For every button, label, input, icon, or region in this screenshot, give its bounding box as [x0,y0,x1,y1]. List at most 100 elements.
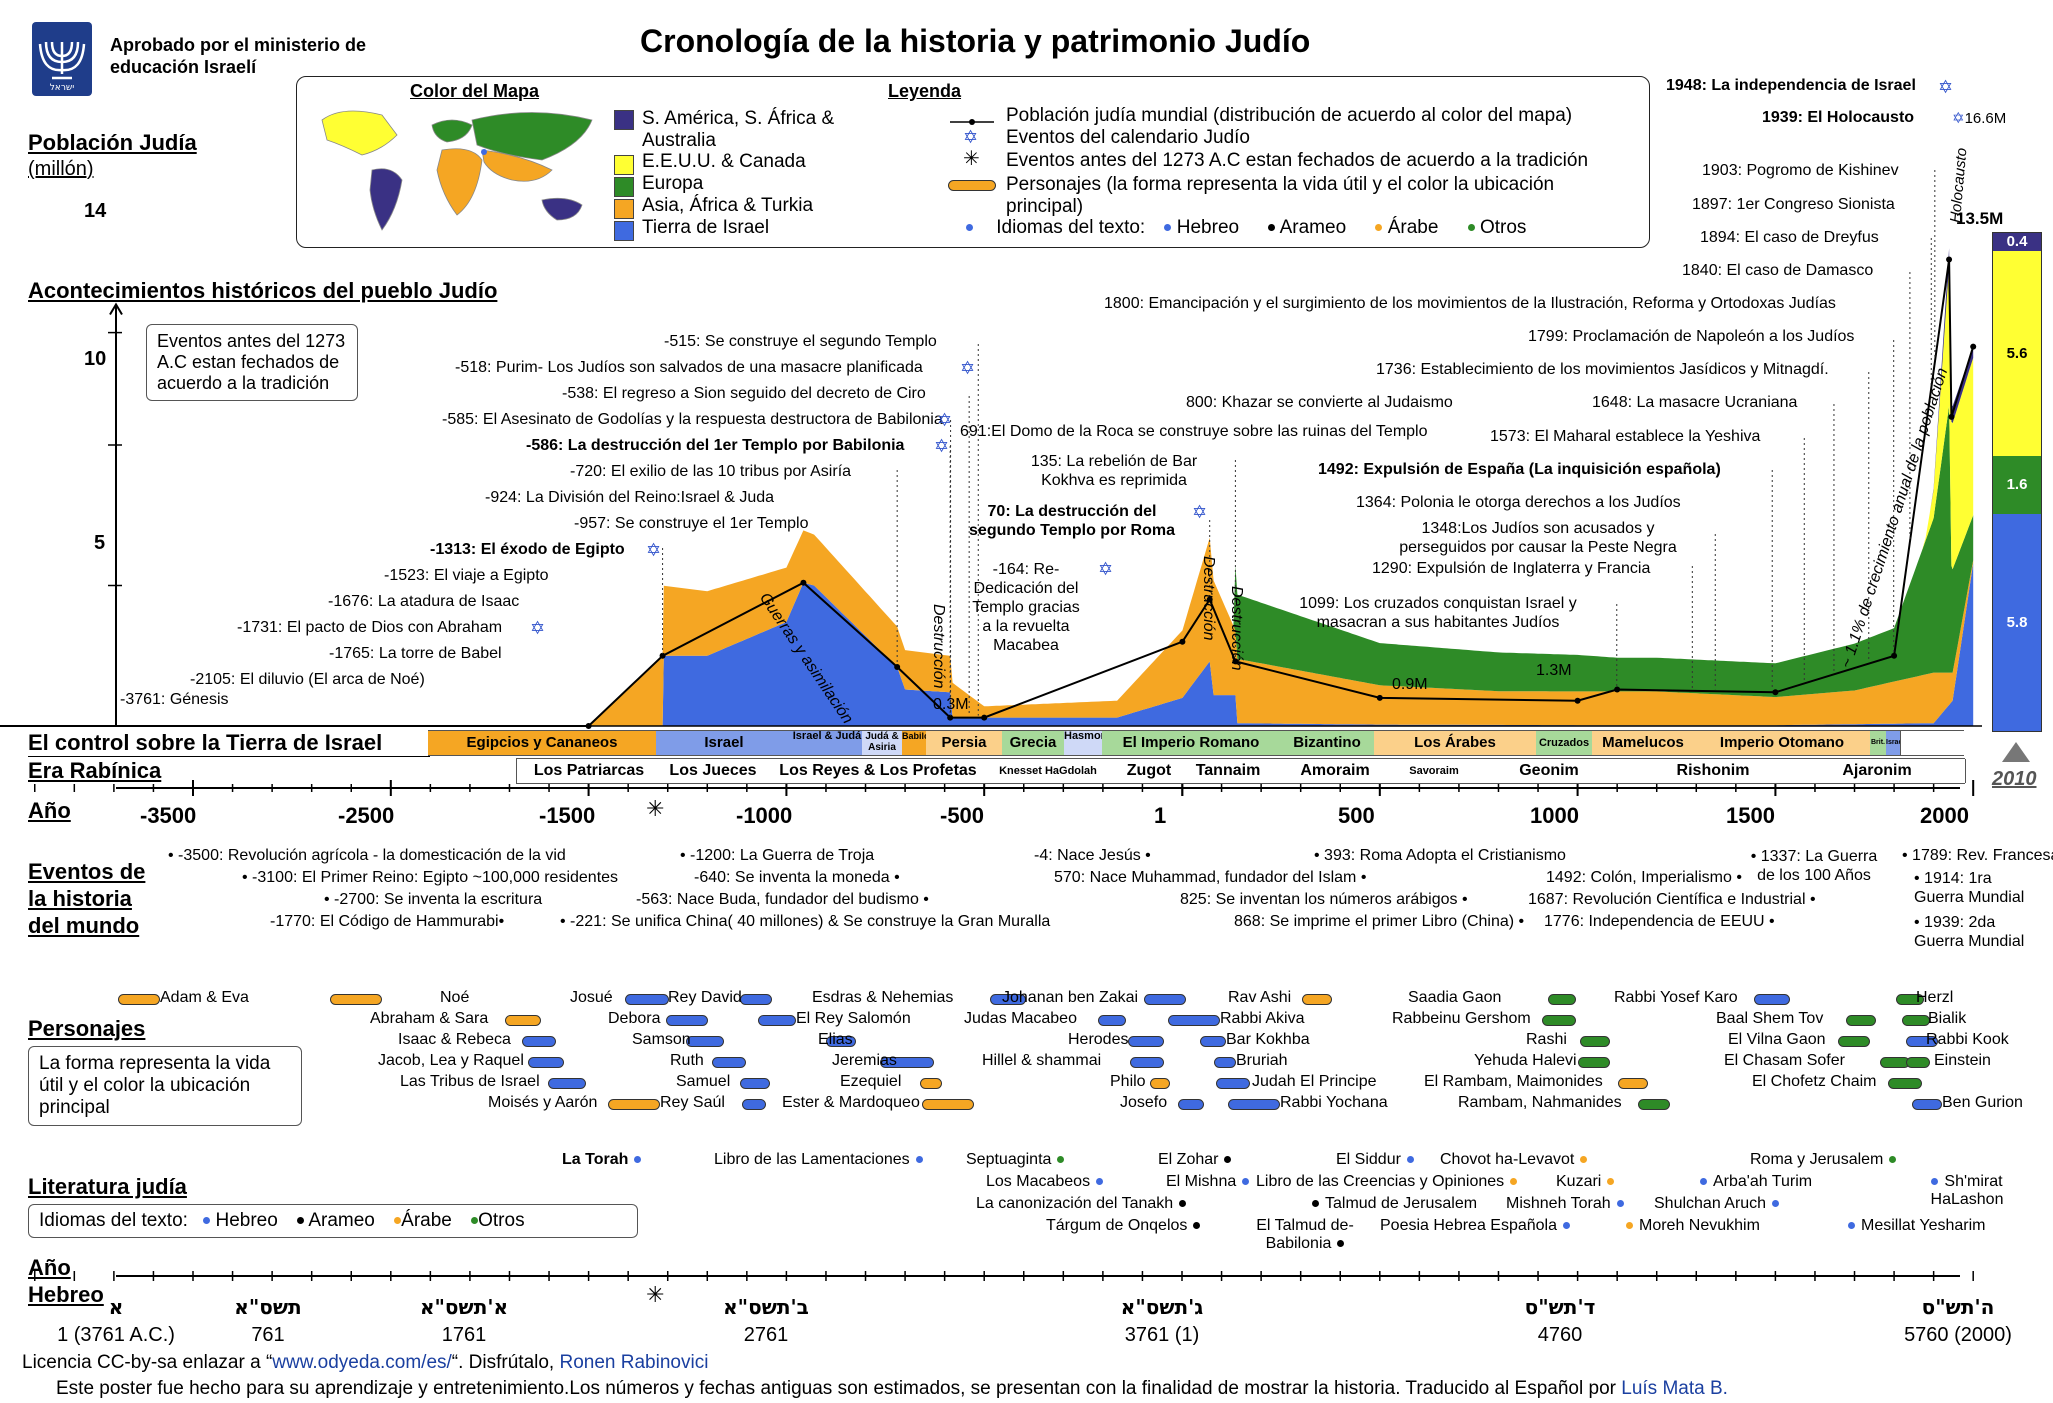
rabbinic-cell: Ajaronim [1789,759,1966,783]
legend-item: Eventos del calendario Judío [1006,127,1250,148]
literature-item: Roma y Jerusalem [1750,1151,1897,1169]
population-heading: Población Judía [28,130,197,155]
person-label: Samuel [676,1073,731,1090]
world-event: -563: Nace Buda, fundador del budismo • [636,891,929,908]
event-label: -957: Se construye el 1er Templo [574,515,809,532]
language-dot-icon [1931,1178,1939,1186]
control-cell: El Imperio Romano [1102,731,1281,755]
population-point [1970,343,1977,350]
population-unit: (millón) [28,158,94,180]
language-dot-icon [1607,1178,1615,1186]
population-point [894,663,901,670]
person-label: Rabbi Yochana [1280,1094,1388,1111]
language-name: Arameo [308,1210,375,1231]
rabbinic-cell: Amoraim [1263,759,1408,783]
person-label: Ruth [670,1052,704,1069]
world-event: 1687: Revolución Científica e Industrial… [1528,891,1816,908]
literature-item: Tárgum de Onqelos [1046,1217,1201,1235]
person-label: Jeremias [832,1052,897,1069]
legend-item: Eventos antes del 1273 A.C estan fechado… [1006,150,1589,171]
person-label: Rashi [1526,1031,1567,1048]
world-event: 825: Se inventan los números arábigos • [1180,891,1468,908]
lifespan-bar [1578,1057,1610,1068]
world-event: • 1939: 2da Guerra Mundial [1914,914,2025,950]
person-label: Abraham & Sara [370,1010,489,1027]
dist-segment: 5.6 [1993,251,2041,456]
hebrew-year-label: ה'תש"ס [1921,1295,1995,1319]
control-cell: Babilonia [902,731,927,755]
event-label: 70: La destrucción del segundo Templo po… [969,503,1175,539]
hebrew-dot-icon [1164,224,1172,232]
language-dot-icon [1848,1222,1855,1230]
literature-heading: Literatura judía [28,1174,187,1199]
language-dot-icon [1626,1222,1633,1230]
language-dot-icon [1193,1222,1201,1230]
event-label: -518: Purim- Los Judíos son salvados de … [455,359,923,376]
person-label: Judah El Principe [1252,1073,1377,1090]
event-label: 1799: Proclamación de Napoleón a los Jud… [1528,328,1855,345]
person-label: Baal Shem Tov [1716,1010,1824,1027]
star-of-david-icon: ✡ [937,410,953,430]
literature-item: Poesia Hebrea Española [1380,1217,1571,1235]
person-label: Noé [440,989,470,1006]
annotation-16-6m: ✡16.6M [1952,110,2007,127]
star-of-david-icon: ✡ [963,127,979,147]
page-title: Cronología de la historia y patrimonio J… [640,23,1311,59]
aramaic-dot-icon [297,1217,305,1225]
annotation-destruction-3: Destrucción [1228,586,1245,671]
person-label: Samson [632,1031,691,1048]
person-label: Adam & Eva [160,989,249,1006]
population-point [1206,596,1213,603]
person-label: Rabbeinu Gershom [1392,1010,1531,1027]
person-label: Moisés y Aarón [488,1094,598,1111]
event-label: 1364: Polonia le otorga derechos a los J… [1356,494,1681,511]
lifespan-bar [1128,1036,1164,1047]
event-label: -1765: La torre de Babel [329,645,502,662]
arabic-dot-icon [1375,224,1383,232]
map-legend-title: Color del Mapa [410,81,540,101]
person-label: Rav Ashi [1228,989,1292,1006]
map-legend-item: Tierra de Israel [642,217,770,238]
rabbinic-cell: Los Reyes & Los Profetas [765,759,992,783]
lifespan-bar [330,994,382,1005]
person-label: Philo [1110,1073,1146,1090]
asterisk-icon: ✳ [646,1282,665,1307]
event-label: -586: La destrucción del 1er Templo por … [526,437,905,454]
site-link[interactable]: www.odyeda.com/es/ [272,1352,452,1373]
person-label: Herzl [1916,989,1954,1006]
lifespan-bar [1144,994,1186,1005]
event-label: 1648: La masacre Ucraniana [1592,394,1798,411]
event-label: 691:El Domo de la Roca se construye sobr… [960,423,1428,440]
language-dot-icon [915,1156,923,1164]
control-cell: Israel [1886,731,1901,755]
person-label: Josué [570,989,613,1006]
literature-languages-box: Idiomas del texto: Hebreo Arameo Árabe O… [28,1204,638,1238]
annotation-0-3m: 0.3M [933,696,969,713]
lifespan-bar [990,994,1026,1005]
year-tick: -2500 [338,803,395,828]
hebrew-year-label: ג'תשס"א [1120,1295,1204,1319]
world-event: • 1789: Rev. Francesa [1902,847,2053,864]
hebrew-dot-icon [966,224,973,232]
ytick-5: 5 [94,532,106,554]
lifespan-bar [608,1099,660,1110]
population-point [1891,652,1898,659]
lifespan-bar [740,1078,770,1089]
rabbinic-cell: Geonim [1461,759,1638,783]
y-axis-arrow-icon [109,302,123,316]
star-of-david-icon: ✡ [1952,110,1965,127]
world-event: 1492: Colón, Imperialismo • [1546,869,1742,886]
lifespan-bar [1906,1057,1930,1068]
languages-row: Idiomas del texto: Hebreo Arameo Árabe O… [966,217,1527,238]
person-label: Ezequiel [840,1073,902,1090]
author-link[interactable]: Ronen Rabinovici [559,1352,709,1373]
event-label: 800: Khazar se convierte al Judaismo [1186,394,1453,411]
translator-link[interactable]: Luís Mata B. [1621,1378,1728,1399]
lifespan-bar [1178,1099,1204,1110]
language-name: Otros [1479,217,1527,238]
literature-item: Mesillat Yesharim [1848,1217,1986,1235]
population-point [1946,256,1953,263]
legend-item: Población judía mundial (distribución de… [1006,105,1573,126]
lifespan-bar [1906,1036,1938,1047]
